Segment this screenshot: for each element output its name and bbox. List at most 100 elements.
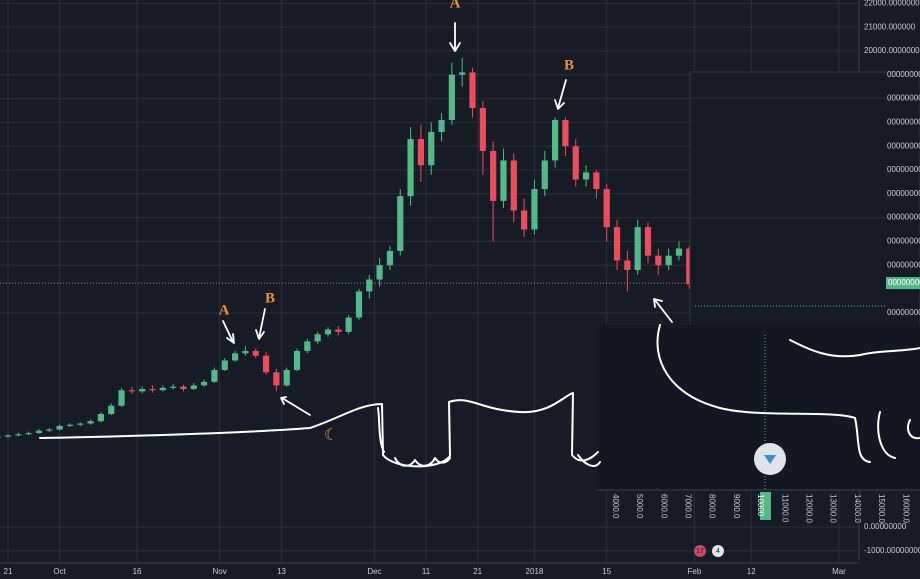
candle-body xyxy=(386,250,394,266)
x-tick-label: 21 xyxy=(4,567,13,576)
annotation-label: B xyxy=(564,57,574,73)
hand-drawing xyxy=(394,457,451,467)
candle-body xyxy=(324,329,332,335)
candle-body xyxy=(128,390,135,392)
overlay-axis-label: 11000.0 xyxy=(780,494,789,523)
candle-body xyxy=(139,389,146,392)
y-tick-label: 00000000 xyxy=(887,94,920,103)
y-tick-label: 00000000 xyxy=(887,260,920,269)
candle-body xyxy=(655,255,662,266)
y-axis: 22000.00000000 21000.000000 20000.00000000… xyxy=(864,0,920,555)
candle-body xyxy=(417,139,424,166)
overlay-axis-label: 9000.0 xyxy=(732,494,741,519)
overlay-axis-label: 4000.0 xyxy=(611,494,620,519)
candle-body xyxy=(376,265,383,280)
overlay-axis-label: 16000.0 xyxy=(901,494,910,523)
x-tick-label: 21 xyxy=(473,567,482,576)
candle-body xyxy=(500,160,507,201)
x-tick-label: Mar xyxy=(832,567,846,576)
candle-body xyxy=(87,421,94,424)
candle-body xyxy=(644,227,652,256)
annotation-label: B xyxy=(265,290,275,306)
candle-body xyxy=(221,360,228,370)
y-tick-label: 21000.000000 xyxy=(864,22,916,31)
candle-body xyxy=(613,227,621,261)
overlay-axis-label: 8000.0 xyxy=(708,494,717,519)
y-tick-label: 00000000 xyxy=(887,70,920,79)
overlay-axis-label: 14000.0 xyxy=(853,494,862,523)
last-price-bg xyxy=(886,277,920,290)
x-tick-label: Feb xyxy=(688,567,702,576)
candle-body xyxy=(665,255,672,266)
y-tick-label: 22000.00000000 xyxy=(864,0,920,7)
y-tick-label: 0.00000000 xyxy=(864,522,907,531)
candle-body xyxy=(634,227,641,270)
candle-body xyxy=(366,279,373,292)
candle-body xyxy=(118,390,125,406)
y-tick-label: 00000000 xyxy=(887,141,920,150)
overlay-axis-label: 13000.0 xyxy=(829,494,838,523)
candle-body xyxy=(273,372,280,386)
x-tick-label: 12 xyxy=(747,567,756,576)
overlay-axis-label: 15000.0 xyxy=(877,494,886,523)
candle-body xyxy=(541,160,548,190)
badge xyxy=(712,545,724,557)
last-price-label: 00000000 xyxy=(888,278,920,287)
candles xyxy=(0,58,693,438)
candle-body xyxy=(675,248,683,256)
candle-body xyxy=(232,353,239,361)
scroll-icon xyxy=(764,455,776,464)
candle-body xyxy=(252,350,259,356)
candle-body xyxy=(572,146,579,180)
candle-body xyxy=(159,387,166,391)
x-tick-label: Dec xyxy=(367,567,381,576)
candle-body xyxy=(25,433,32,435)
candle-body xyxy=(355,291,363,318)
candle-body xyxy=(180,386,187,390)
x-tick-label: 15 xyxy=(602,567,611,576)
badge-label: 17 xyxy=(696,548,704,555)
candle-body xyxy=(97,414,104,422)
candle-body xyxy=(593,172,600,190)
moon-icon: ☾ xyxy=(324,427,338,444)
candle-body xyxy=(448,74,455,120)
candle-body xyxy=(335,329,342,332)
hand-drawing xyxy=(577,454,601,467)
candle-body xyxy=(314,334,321,342)
badge-label: 4 xyxy=(716,548,720,555)
candle-body xyxy=(170,386,177,388)
candle-body xyxy=(66,424,74,426)
candle-body xyxy=(304,341,311,351)
candle-body xyxy=(15,434,22,436)
overlay-panel xyxy=(689,71,920,335)
y-tick-label: -1000.00000000 xyxy=(864,546,920,555)
candle-body xyxy=(510,160,517,211)
y-tick-label: 00000000 xyxy=(887,117,920,126)
candle-body xyxy=(108,405,115,415)
x-tick-label: 16 xyxy=(133,567,142,576)
candle-body xyxy=(345,317,352,332)
candle-body xyxy=(242,350,249,354)
arrows xyxy=(222,22,673,416)
y-tick-label: 20000.00000000 xyxy=(864,46,920,55)
candle-body xyxy=(562,119,569,147)
candle-body xyxy=(293,350,301,370)
y-tick-label: 00000000 xyxy=(887,237,920,246)
annotation-label: A xyxy=(450,0,461,11)
crosshair-label-bg xyxy=(760,492,771,520)
candle-body xyxy=(0,436,1,438)
y-tick-label: 00000000 xyxy=(887,165,920,174)
candle-body xyxy=(686,248,693,285)
overlay-axis-label: 7000.0 xyxy=(683,494,692,519)
candle-body xyxy=(531,189,538,230)
x-axis: 21 Oct 16 Nov 13 Dec 11 21 2018 15 Feb 12 Mar xyxy=(4,567,847,576)
candle-body xyxy=(521,210,528,230)
hand-drawing xyxy=(656,324,920,463)
y-tick-label: 00000000 xyxy=(887,189,920,198)
candle-body xyxy=(35,430,43,434)
y-tick-label: 00000000 xyxy=(887,213,920,222)
candle-body xyxy=(407,139,414,197)
x-tick-label: Nov xyxy=(212,567,226,576)
candle-body xyxy=(428,131,435,166)
candle-body xyxy=(603,189,610,228)
